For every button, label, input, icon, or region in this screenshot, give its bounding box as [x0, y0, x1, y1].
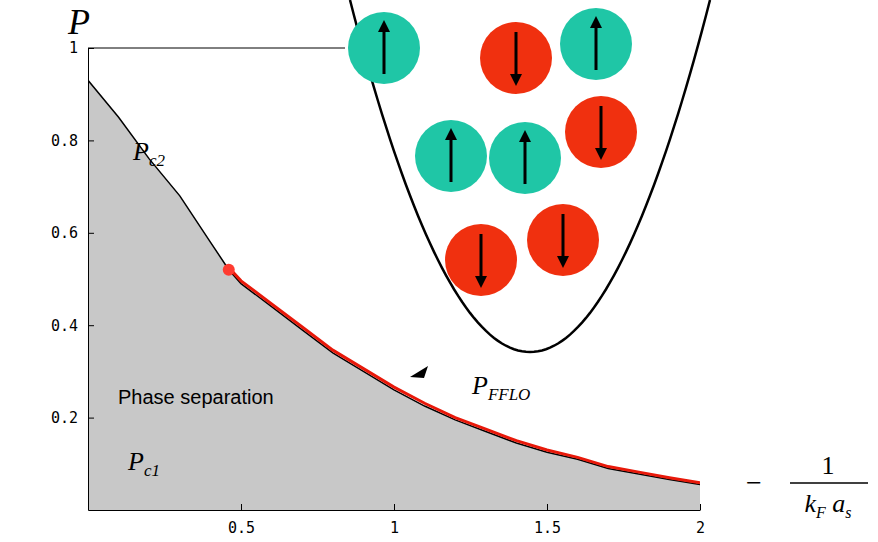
- x-axis-title: −1kF as: [746, 451, 868, 521]
- y-tick: 1: [69, 39, 94, 57]
- spin-down-atom: [480, 22, 552, 94]
- y-tick: 0.6: [51, 224, 94, 242]
- x-tick: 1.5: [534, 504, 561, 537]
- spin-arrow: [450, 134, 453, 182]
- spin-arrow: [562, 214, 565, 262]
- label-pfflo: PFFLO: [471, 371, 530, 404]
- x-tick-label: 1.5: [534, 519, 561, 537]
- spin-up-atom: [415, 120, 487, 192]
- denominator-subscript: F: [815, 504, 826, 521]
- label-pc2: Pc2: [132, 137, 165, 170]
- denominator-symbol: a: [832, 489, 845, 518]
- label-pc2-main: P: [132, 137, 149, 166]
- spin-down-atom: [565, 96, 637, 168]
- x-tick-label: 2: [696, 519, 705, 537]
- y-tick-label: 0.6: [51, 224, 78, 242]
- trap-inset: [348, 0, 710, 352]
- spin-arrow: [600, 106, 603, 154]
- chart: 0.511.520.20.40.60.81P−1kF asPc2PFFLOPc1…: [0, 0, 878, 542]
- y-axis: 0.2 0.4 0.6 0.8 1: [51, 39, 94, 510]
- label-pc1-main: P: [127, 447, 144, 476]
- x-tick-mark: [700, 504, 701, 510]
- spin-up-atom: [560, 8, 632, 80]
- spin-down-atom: [445, 224, 517, 296]
- fraction-bar: [790, 482, 868, 484]
- spin-arrow: [383, 26, 386, 74]
- label-pc1-subscript: c1: [144, 461, 160, 480]
- x-axis: 0.5 1 1.5 2: [89, 504, 706, 537]
- frame-top: [88, 48, 345, 49]
- y-tick: 0.4: [51, 317, 94, 335]
- x-title-sign: −: [746, 467, 762, 498]
- label-pfflo-subscript: FFLO: [487, 385, 531, 404]
- denominator-subscript: s: [845, 504, 851, 521]
- x-tick-label: 1: [390, 519, 399, 537]
- x-tick: 2: [696, 504, 705, 537]
- x-title-numerator: 1: [822, 451, 835, 480]
- spin-arrow: [595, 22, 598, 70]
- pointer-arrow: [410, 366, 428, 378]
- y-tick-mark: [88, 233, 94, 234]
- x-tick: 1: [390, 504, 399, 537]
- y-tick-label: 1: [69, 39, 78, 57]
- spin-up-atom: [489, 122, 561, 194]
- y-tick: 0.8: [51, 132, 94, 150]
- denominator-symbol: k: [804, 489, 816, 518]
- y-tick-label: 0.8: [51, 132, 78, 150]
- x-tick: 0.5: [228, 504, 255, 537]
- spin-arrow: [524, 136, 527, 184]
- y-tick: 0.2: [51, 409, 94, 427]
- x-tick-label: 0.5: [228, 519, 255, 537]
- y-tick-label: 0.4: [51, 317, 78, 335]
- x-axis-line: [89, 510, 701, 511]
- label-pc1: Pc1: [127, 447, 160, 480]
- x-tick-mark: [241, 504, 242, 510]
- label-pfflo-main: P: [471, 371, 488, 400]
- spin-arrow: [515, 32, 518, 80]
- x-tick-mark: [547, 504, 548, 510]
- spin-arrow: [480, 234, 483, 282]
- spin-up-atom: [348, 12, 420, 84]
- y-tick-mark: [88, 140, 94, 141]
- x-tick-mark: [394, 504, 395, 510]
- y-axis-title: P: [67, 2, 90, 42]
- y-tick-label: 0.2: [51, 409, 78, 427]
- point: [223, 264, 235, 276]
- phase-separation-label: Phase separation: [118, 386, 274, 408]
- y-tick-mark: [88, 48, 94, 49]
- y-tick-mark: [88, 325, 94, 326]
- label-pc2-subscript: c2: [149, 151, 166, 170]
- x-title-denominator: kF as: [804, 489, 851, 521]
- y-tick-mark: [88, 418, 94, 419]
- spin-down-atom: [527, 204, 599, 276]
- y-axis-line: [88, 49, 89, 511]
